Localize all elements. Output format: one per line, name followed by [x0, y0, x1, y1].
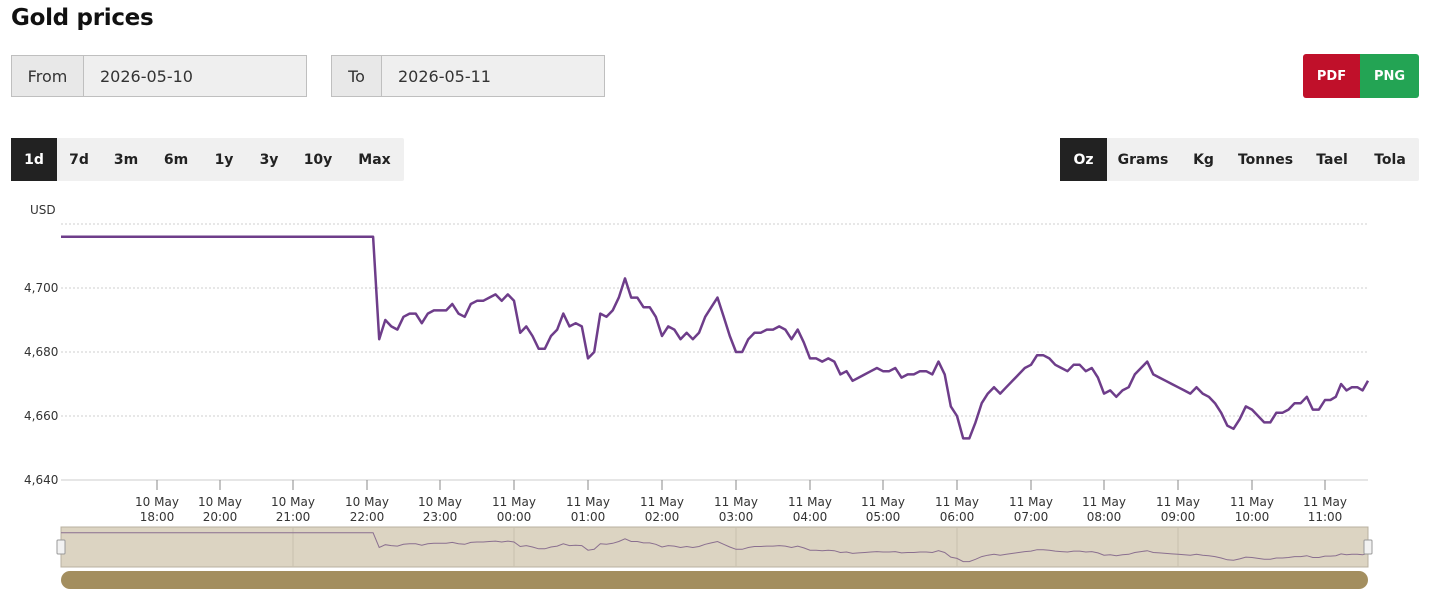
navigator-scrollbar[interactable]: [61, 571, 1368, 589]
x-tick-label: 11 May: [640, 495, 684, 509]
navigator[interactable]: [56, 526, 1373, 568]
range-max-button[interactable]: Max: [358, 151, 391, 168]
to-date-input[interactable]: 2026-05-11: [382, 56, 604, 96]
unit-grams-button[interactable]: Grams: [1117, 151, 1169, 168]
x-tick-label: 11 May: [861, 495, 905, 509]
navigator-window[interactable]: [60, 526, 1369, 568]
x-tick-label: 11 May: [1303, 495, 1347, 509]
x-tick-label: 11 May: [1156, 495, 1200, 509]
x-tick-label: 10:00: [1235, 510, 1270, 524]
x-tick-label: 01:00: [571, 510, 606, 524]
unit-selector: Oz Grams Kg Tonnes Tael Tola: [1060, 138, 1419, 181]
unit-tael-button[interactable]: Tael: [1316, 151, 1348, 168]
unit-oz-button[interactable]: Oz: [1060, 138, 1107, 181]
x-tick-label: 21:00: [276, 510, 311, 524]
unit-kg-button[interactable]: Kg: [1193, 151, 1214, 168]
x-tick-label: 11 May: [1082, 495, 1126, 509]
x-tick-label: 03:00: [719, 510, 754, 524]
unit-tola-button[interactable]: Tola: [1374, 151, 1406, 168]
x-tick-label: 02:00: [645, 510, 680, 524]
x-tick-label: 11 May: [714, 495, 758, 509]
to-label: To: [332, 56, 382, 96]
x-tick-label: 11:00: [1308, 510, 1343, 524]
x-tick-label: 04:00: [793, 510, 828, 524]
x-tick-label: 10 May: [418, 495, 462, 509]
y-tick-label: 4,640: [24, 473, 58, 487]
grid-lines: [61, 223, 1368, 481]
y-tick-label: 4,680: [24, 345, 58, 359]
x-tick-label: 10 May: [271, 495, 315, 509]
x-tick-label: 11 May: [935, 495, 979, 509]
x-tick-label: 11 May: [566, 495, 610, 509]
x-tick-label: 18:00: [140, 510, 175, 524]
x-tick-label: 11 May: [492, 495, 536, 509]
from-label: From: [12, 56, 84, 96]
x-tick-label: 10 May: [198, 495, 242, 509]
x-tick-label: 10 May: [135, 495, 179, 509]
price-series-line[interactable]: [61, 235, 1370, 440]
x-tick-label: 23:00: [423, 510, 458, 524]
range-3y-button[interactable]: 3y: [259, 151, 279, 168]
navigator-left-handle[interactable]: [56, 539, 66, 555]
range-3m-button[interactable]: 3m: [113, 151, 139, 168]
x-tick-label: 11 May: [1230, 495, 1274, 509]
y-tick-label: 4,660: [24, 409, 58, 423]
page-title: Gold prices: [11, 5, 154, 31]
x-tick-label: 00:00: [497, 510, 532, 524]
x-tick-label: 11 May: [788, 495, 832, 509]
y-tick-label: 4,700: [24, 281, 58, 295]
range-1y-button[interactable]: 1y: [214, 151, 234, 168]
export-pdf-button[interactable]: PDF: [1303, 54, 1360, 98]
x-tick-label: 22:00: [350, 510, 385, 524]
from-date-input[interactable]: 2026-05-10: [84, 56, 306, 96]
x-tick-label: 10 May: [345, 495, 389, 509]
navigator-right-handle[interactable]: [1363, 539, 1373, 555]
y-axis-ticks: 4,640 4,660 4,680 4,700: [24, 281, 58, 487]
range-1d-button[interactable]: 1d: [11, 138, 57, 181]
range-7d-button[interactable]: 7d: [69, 151, 89, 168]
x-tick-label: 08:00: [1087, 510, 1122, 524]
y-axis-label: USD: [30, 203, 56, 217]
x-tick-label: 05:00: [866, 510, 901, 524]
x-tick-label: 11 May: [1009, 495, 1053, 509]
unit-tonnes-button[interactable]: Tonnes: [1237, 151, 1294, 168]
x-tick-label: 09:00: [1161, 510, 1196, 524]
range-6m-button[interactable]: 6m: [163, 151, 189, 168]
x-tick-label: 06:00: [940, 510, 975, 524]
range-10y-button[interactable]: 10y: [303, 151, 333, 168]
from-date-field[interactable]: From 2026-05-10: [11, 55, 307, 97]
time-range-selector: 1d 7d 3m 6m 1y 3y 10y Max: [11, 138, 404, 181]
x-tick-label: 07:00: [1014, 510, 1049, 524]
navigator-series-line: [61, 532, 1369, 563]
to-date-field[interactable]: To 2026-05-11: [331, 55, 605, 97]
export-png-button[interactable]: PNG: [1360, 54, 1419, 98]
x-tick-label: 20:00: [203, 510, 238, 524]
